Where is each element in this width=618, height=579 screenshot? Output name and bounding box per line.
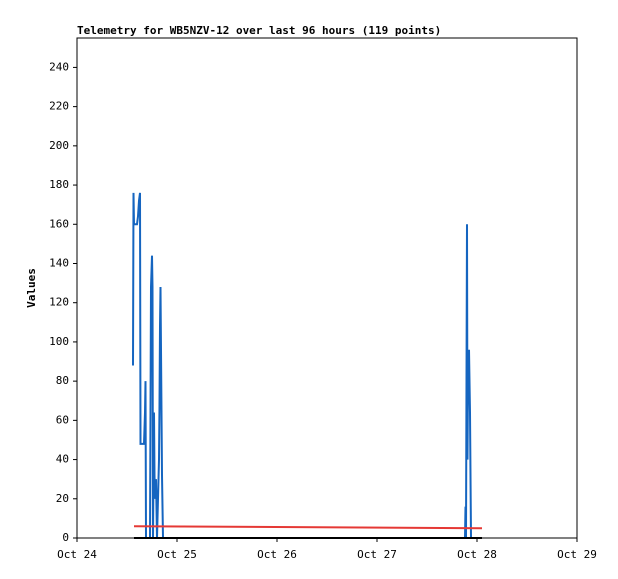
chart-title: Telemetry for WB5NZV-12 over last 96 hou… [77, 24, 441, 37]
y-tick-label: 140 [49, 256, 69, 269]
y-tick-label: 80 [56, 374, 69, 387]
y-tick-label: 120 [49, 296, 69, 309]
x-tick-label: Oct 24 [57, 548, 97, 561]
x-tick-label: Oct 27 [357, 548, 397, 561]
x-tick-label: Oct 29 [557, 548, 597, 561]
y-tick-label: 100 [49, 335, 69, 348]
series-line [133, 525, 483, 530]
x-tick-label: Oct 28 [457, 548, 497, 561]
y-axis-label: Values [25, 268, 38, 308]
y-tick-label: 240 [49, 60, 69, 73]
series-line [132, 192, 482, 539]
x-tick-label: Oct 26 [257, 548, 297, 561]
y-tick-label: 40 [56, 453, 69, 466]
y-tick-label: 0 [62, 531, 69, 544]
y-tick-label: 220 [49, 100, 69, 113]
x-tick-label: Oct 25 [157, 548, 197, 561]
y-tick-label: 60 [56, 413, 69, 426]
y-tick-label: 200 [49, 139, 69, 152]
y-tick-label: 20 [56, 492, 69, 505]
y-tick-label: 180 [49, 178, 69, 191]
y-tick-label: 160 [49, 217, 69, 230]
